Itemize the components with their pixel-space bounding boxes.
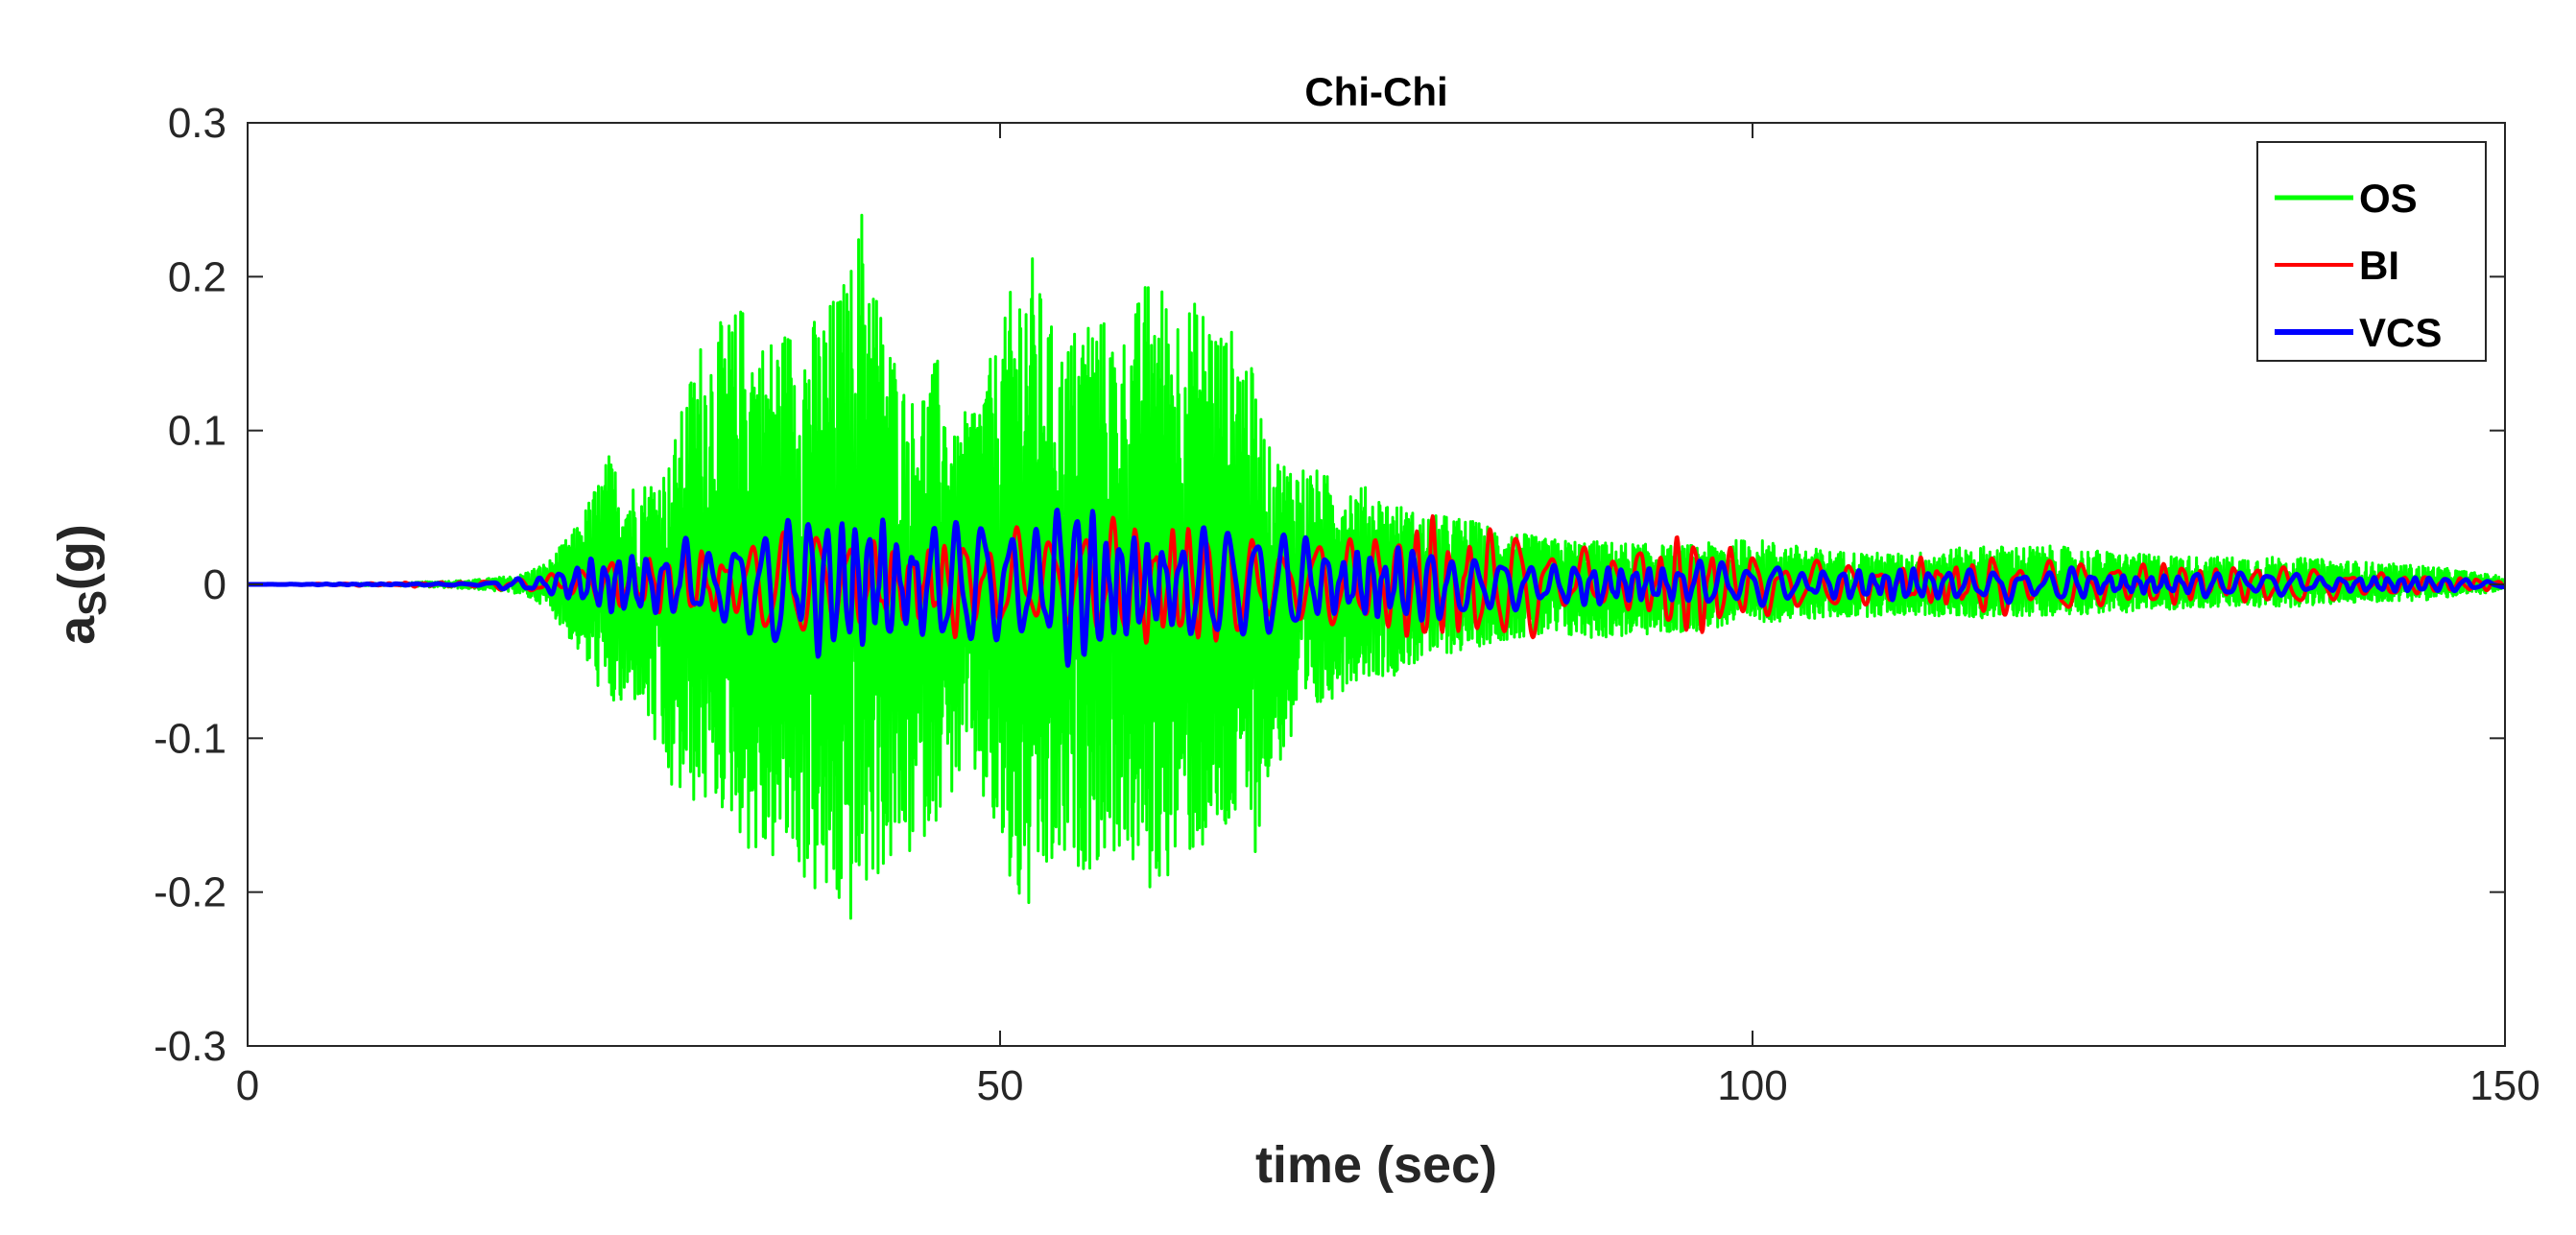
y-tick-label: 0.3	[168, 100, 227, 147]
series-layer	[248, 213, 2505, 920]
y-axis-title: aS(g)	[48, 524, 114, 645]
legend-label-bi: BI	[2359, 243, 2399, 288]
y-tick-label: 0.2	[168, 253, 227, 300]
x-tick-label: 0	[236, 1062, 259, 1109]
x-tick-label: 100	[1717, 1062, 1787, 1109]
chart-title: Chi-Chi	[1304, 69, 1447, 114]
legend: OS BI VCS	[2256, 141, 2487, 362]
y-tick-label: -0.2	[154, 869, 227, 916]
y-axis-title-subscript: S	[72, 590, 114, 616]
y-tick-label: -0.1	[154, 715, 227, 762]
legend-label-os: OS	[2359, 176, 2418, 221]
legend-box	[2256, 141, 2487, 362]
x-tick-label: 50	[977, 1062, 1024, 1109]
ticks-layer: 0 50 100 150 -0.3 -0.2 -0.1 0 0.1 0.2 0.3	[154, 100, 2540, 1109]
y-axis-title-main: a	[48, 615, 106, 645]
series-vcs-line	[248, 508, 2505, 668]
y-axis-title-unit: (g)	[48, 524, 106, 590]
legend-label-vcs: VCS	[2359, 310, 2442, 355]
y-tick-label: -0.3	[154, 1023, 227, 1070]
y-tick-label: 0	[203, 561, 227, 608]
x-tick-label: 150	[2469, 1062, 2540, 1109]
x-axis-title: time (sec)	[1255, 1136, 1497, 1194]
y-tick-label: 0.1	[168, 408, 227, 455]
